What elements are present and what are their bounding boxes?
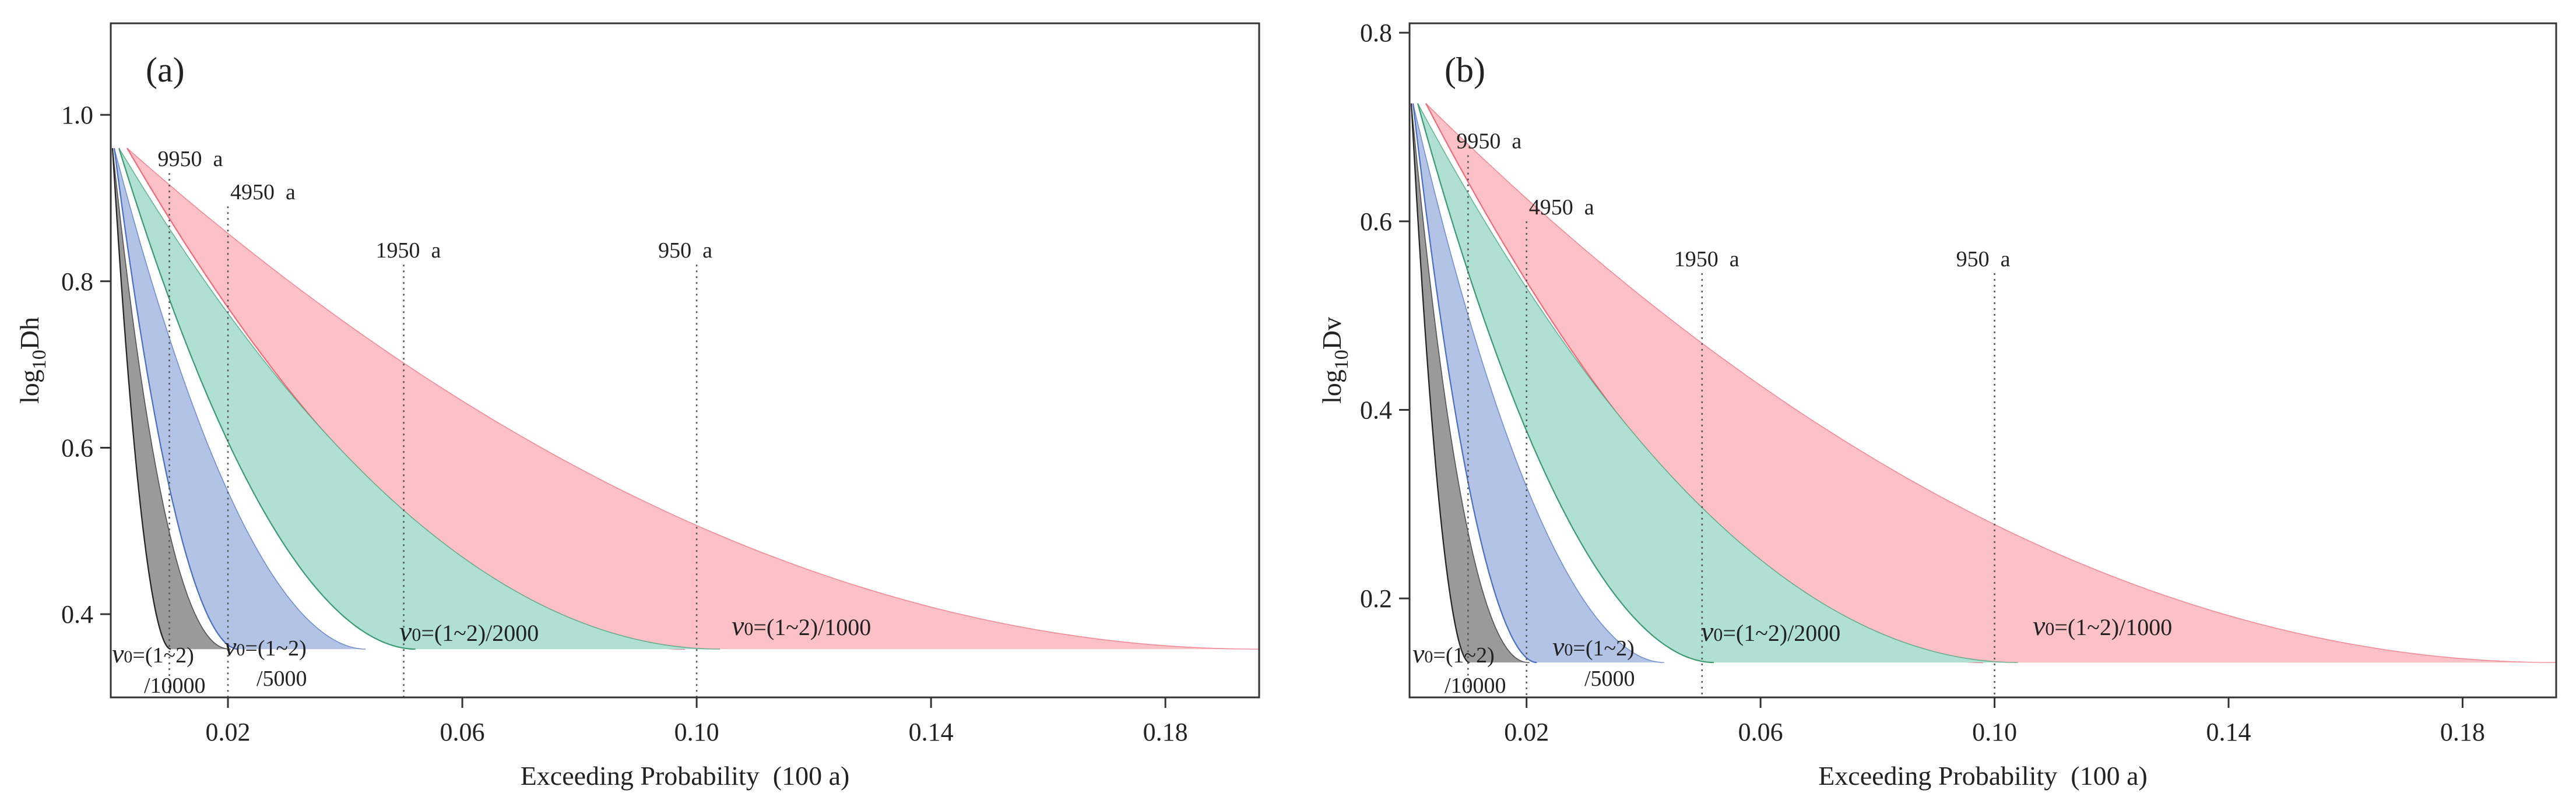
- x-tick-label: 0.06: [440, 718, 485, 746]
- x-tick-label: 0.06: [1738, 718, 1783, 746]
- band-label: v0=(1~2)/2000: [399, 616, 539, 647]
- y-tick-label: 0.8: [61, 267, 93, 296]
- y-tick-label: 0.4: [1360, 396, 1392, 424]
- band-label: v0=(1~2): [224, 632, 307, 661]
- x-tick-label: 0.18: [2440, 718, 2485, 746]
- return-period-label: 9950 a: [1456, 129, 1521, 154]
- band-label: /10000: [144, 674, 206, 698]
- y-axis-title: log10Dh: [15, 317, 50, 404]
- band-label: /10000: [1445, 674, 1506, 698]
- x-tick-label: 0.02: [206, 718, 251, 746]
- return-period-label: 9950 a: [158, 147, 223, 171]
- band-v0--1-2--2000: [119, 148, 721, 650]
- return-period-label: 950 a: [1956, 247, 2011, 271]
- x-axis-title: Exceeding Probability (100 a): [1818, 761, 2148, 791]
- band-v0--1-2--1000: [127, 148, 1259, 650]
- band-label: v0=(1~2)/1000: [2033, 611, 2172, 641]
- panel-label: (a): [146, 51, 185, 89]
- axes-frame: [1408, 22, 2557, 699]
- band-label: v0=(1~2)/1000: [732, 611, 871, 641]
- return-period-label: 4950 a: [230, 180, 296, 204]
- y-tick-label: 0.2: [1360, 584, 1392, 613]
- band-edge-2: [1417, 103, 1714, 664]
- axes-frame: [110, 22, 1260, 699]
- x-tick-label: 0.10: [674, 718, 719, 746]
- band-edge-2: [118, 147, 416, 650]
- band-edge-3: [113, 148, 238, 650]
- band-label: /5000: [1584, 667, 1635, 691]
- band-label: v0=(1~2): [1412, 639, 1495, 668]
- panel-a: 9950 a 4950 a 1950 a 950 a 0.02 0.06 0.10 0.14 0…: [15, 22, 1260, 791]
- y-tick-label: 1.0: [61, 101, 93, 129]
- x-axis-title: Exceeding Probability (100 a): [521, 761, 850, 791]
- return-period-label: 1950 a: [1674, 247, 1739, 271]
- band-outer-edge-1: [126, 147, 1259, 650]
- band-v0--1-2--10000: [113, 148, 231, 650]
- x-tick-label: 0.10: [1972, 718, 2017, 746]
- return-period-label: 950 a: [658, 238, 712, 263]
- plot-area: [111, 147, 1259, 650]
- band-v0--1-2--5000: [114, 148, 366, 650]
- band-outer-edge-3: [114, 148, 366, 650]
- band-label: v0=(1~2): [1552, 632, 1635, 661]
- band-outer-edge-4: [1411, 103, 1530, 663]
- band-outer-edge-1: [1425, 103, 2556, 663]
- y-axis-title: log10Dv: [1317, 317, 1352, 404]
- y-tick-label: 0.4: [61, 600, 93, 629]
- band-outer-edge-4: [112, 148, 231, 650]
- x-tick-label: 0.14: [2206, 718, 2251, 746]
- band-outer-edge-3: [1412, 103, 1664, 663]
- plot-area: [1410, 103, 2556, 664]
- band-outer-edge-2: [1417, 103, 2018, 663]
- band-label: v0=(1~2)/2000: [1701, 616, 1840, 647]
- y-tick-label: 0.6: [61, 433, 93, 462]
- panel-label: (b): [1445, 51, 1485, 89]
- panel-b: 9950 a 4950 a 1950 a 950 a 0.02 0.06 0.10 0.14 0…: [1317, 19, 2557, 791]
- band-label: /5000: [256, 667, 307, 691]
- return-period-label: 1950 a: [376, 238, 441, 263]
- band-v0--1-2--10000: [1411, 103, 1530, 663]
- band-v0--1-2--1000: [1426, 103, 2556, 663]
- x-tick-label: 0.14: [909, 718, 954, 746]
- band-v0--1-2--5000: [1413, 103, 1664, 663]
- band-outer-edge-2: [118, 147, 721, 650]
- x-tick-label: 0.18: [1143, 718, 1188, 746]
- band-edge-3: [1412, 103, 1537, 664]
- band-label: v0=(1~2): [112, 639, 194, 668]
- y-tick-label: 0.8: [1360, 19, 1392, 47]
- return-period-label: 4950 a: [1529, 195, 1594, 220]
- band-v0--1-2--2000: [1418, 103, 2018, 663]
- band-edge-4: [111, 148, 171, 650]
- y-tick-label: 0.6: [1360, 207, 1392, 236]
- x-tick-label: 0.02: [1504, 718, 1549, 746]
- band-edge-4: [1410, 103, 1470, 664]
